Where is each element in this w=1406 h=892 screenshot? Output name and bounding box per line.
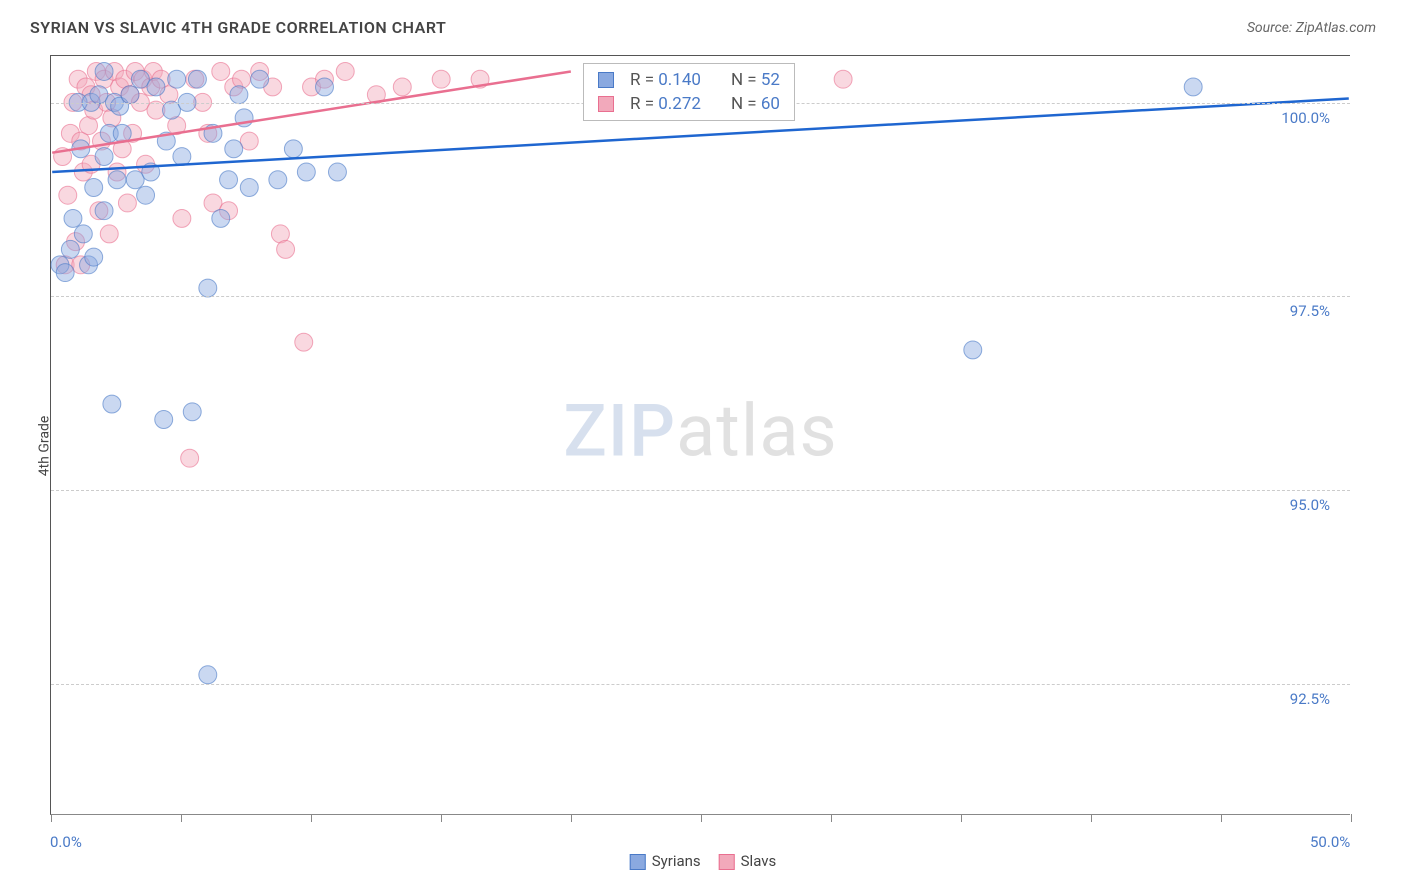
- xtick: [1091, 814, 1092, 822]
- data-point: [336, 62, 354, 80]
- scatter-plot-area: ZIPatlas 92.5%95.0%97.5%100.0%: [50, 55, 1350, 815]
- data-point: [277, 240, 295, 258]
- n-label: N = 52: [731, 70, 780, 90]
- data-point: [147, 78, 165, 96]
- n-label: N = 60: [731, 94, 780, 114]
- data-point: [85, 179, 103, 197]
- data-point: [295, 333, 313, 351]
- data-point: [964, 341, 982, 359]
- data-point: [155, 411, 173, 429]
- stats-legend-row: R = 0.140 N = 52: [598, 70, 780, 90]
- xtick: [311, 814, 312, 822]
- data-point: [74, 225, 92, 243]
- data-point: [118, 194, 136, 212]
- data-point: [834, 70, 852, 88]
- data-point: [1184, 78, 1202, 96]
- stats-swatch: [598, 72, 614, 88]
- data-point: [199, 666, 217, 684]
- data-point: [251, 70, 269, 88]
- xtick: [831, 814, 832, 822]
- data-point: [64, 209, 82, 227]
- legend-swatch-slavs: [719, 854, 735, 870]
- chart-svg: [51, 56, 1350, 814]
- xtick: [701, 814, 702, 822]
- data-point: [59, 186, 77, 204]
- gridline-h: [51, 490, 1350, 491]
- r-label: R = 0.272: [630, 94, 701, 114]
- legend-label-slavs: Slavs: [741, 852, 777, 870]
- xtick: [181, 814, 182, 822]
- data-point: [95, 148, 113, 166]
- ytick-label: 97.5%: [1290, 302, 1330, 320]
- xtick-label: 0.0%: [50, 833, 82, 851]
- gridline-h: [51, 684, 1350, 685]
- chart-title: SYRIAN VS SLAVIC 4TH GRADE CORRELATION C…: [30, 18, 446, 37]
- data-point: [137, 186, 155, 204]
- data-point: [173, 209, 191, 227]
- data-point: [61, 240, 79, 258]
- stats-legend: R = 0.140 N = 52 R = 0.272 N = 60: [583, 63, 795, 121]
- stats-swatch: [598, 96, 614, 112]
- data-point: [212, 62, 230, 80]
- legend-label-syrians: Syrians: [652, 852, 701, 870]
- data-point: [85, 248, 103, 266]
- gridline-h: [51, 296, 1350, 297]
- data-point: [269, 171, 287, 189]
- chart-header: SYRIAN VS SLAVIC 4TH GRADE CORRELATION C…: [0, 0, 1406, 47]
- data-point: [181, 449, 199, 467]
- data-point: [328, 163, 346, 181]
- ytick-label: 92.5%: [1290, 690, 1330, 708]
- data-point: [316, 78, 334, 96]
- legend-item-syrians: Syrians: [630, 852, 701, 870]
- r-label: R = 0.140: [630, 70, 701, 90]
- bottom-legend: Syrians Slavs: [630, 852, 777, 870]
- data-point: [95, 202, 113, 220]
- data-point: [188, 70, 206, 88]
- data-point: [240, 179, 258, 197]
- xtick: [51, 814, 52, 822]
- data-point: [212, 209, 230, 227]
- data-point: [173, 148, 191, 166]
- legend-swatch-syrians: [630, 854, 646, 870]
- xtick: [1351, 814, 1352, 822]
- data-point: [284, 140, 302, 158]
- data-point: [233, 70, 251, 88]
- xtick: [961, 814, 962, 822]
- source-attribution: Source: ZipAtlas.com: [1247, 20, 1376, 36]
- data-point: [432, 70, 450, 88]
- data-point: [225, 140, 243, 158]
- data-point: [199, 279, 217, 297]
- data-point: [220, 171, 238, 189]
- data-point: [95, 62, 113, 80]
- data-point: [183, 403, 201, 421]
- data-point: [168, 70, 186, 88]
- xtick: [1221, 814, 1222, 822]
- xtick: [571, 814, 572, 822]
- data-point: [100, 225, 118, 243]
- data-point: [108, 171, 126, 189]
- data-point: [297, 163, 315, 181]
- data-point: [230, 86, 248, 104]
- ytick-label: 95.0%: [1290, 496, 1330, 514]
- xtick-label: 50.0%: [1310, 833, 1350, 851]
- ytick-label: 100.0%: [1281, 109, 1330, 127]
- legend-item-slavs: Slavs: [719, 852, 777, 870]
- xtick: [441, 814, 442, 822]
- stats-legend-row: R = 0.272 N = 60: [598, 94, 780, 114]
- data-point: [393, 78, 411, 96]
- data-point: [121, 86, 139, 104]
- data-point: [56, 264, 74, 282]
- data-point: [103, 395, 121, 413]
